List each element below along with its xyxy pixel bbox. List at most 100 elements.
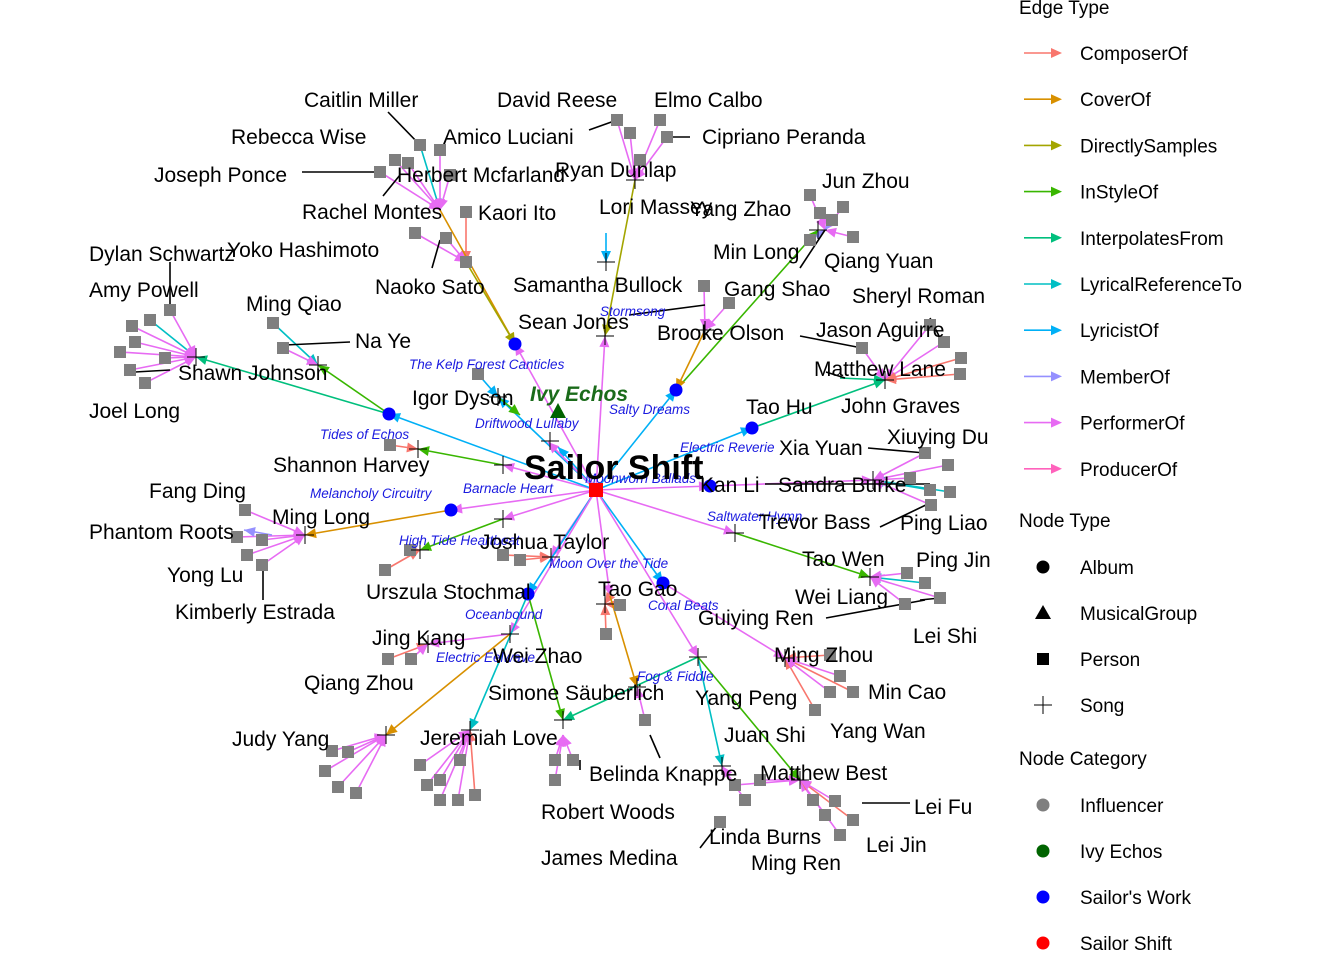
person-node: [826, 214, 838, 226]
person-node: [954, 368, 966, 380]
person-node: [938, 336, 950, 348]
song-node: [696, 321, 714, 339]
person-label-weiliang: Wei Liang: [795, 586, 888, 609]
person-label-samantha: Samantha Bullock: [513, 274, 683, 297]
person-node: [256, 559, 268, 571]
song-node: [809, 221, 827, 239]
graph-labels: Stormsong The Kelp Forest Canticles Salty …: [89, 89, 991, 875]
person-label-pingliao: Ping Liao: [900, 512, 988, 535]
legend-key-category-2: [1036, 890, 1050, 904]
edge: [784, 657, 831, 693]
person-label-rachel: Rachel Montes: [302, 201, 442, 224]
person-node: [469, 789, 481, 801]
person-node: [834, 829, 846, 841]
person-node: [624, 127, 636, 139]
sailor-shift-label: Sailor Shift: [524, 449, 703, 487]
legend-key-performerof: [1024, 417, 1062, 428]
song-label-kelp: The Kelp Forest Canticles: [409, 357, 565, 372]
legend-key-musicalgroup: [1035, 605, 1051, 619]
person-label-cipriano: Cipriano Peranda: [702, 126, 866, 149]
person-label-minlong: Min Long: [713, 241, 799, 264]
person-label-leishi: Lei Shi: [913, 625, 977, 648]
song-node: [494, 456, 512, 474]
legend-key-directlysamples: [1024, 140, 1062, 151]
person-node: [444, 169, 456, 181]
legend: Edge Type ComposerOf CoverOf DirectlySample…: [1019, 0, 1242, 955]
song-node: [489, 388, 507, 406]
person-node: [739, 794, 751, 806]
edge: [662, 582, 786, 659]
person-node: [919, 577, 931, 589]
leader-line: [879, 502, 931, 528]
edge: [734, 532, 871, 579]
person-node: [942, 459, 954, 471]
legend-key-producerof: [1024, 463, 1062, 474]
person-node: [901, 567, 913, 579]
edge: [427, 633, 511, 648]
song-node: [596, 595, 614, 613]
person-node: [924, 319, 936, 331]
legend-label-lyricistof: LyricistOf: [1080, 321, 1159, 342]
legend-label-category-0: Influencer: [1080, 796, 1164, 817]
song-label-ballads: Moonworn Ballads: [585, 471, 696, 486]
person-label-james: James Medina: [541, 847, 678, 870]
person-node: [414, 759, 426, 771]
person-label-phantom: Phantom Roots: [89, 521, 234, 544]
person-node: [698, 280, 710, 292]
song-node: [309, 356, 327, 374]
person-node: [934, 592, 946, 604]
legend-key-coverof: [1024, 94, 1062, 105]
edge: [355, 734, 387, 794]
song-node: [713, 757, 731, 775]
legend-key-category-1: [1036, 844, 1050, 858]
legend-label-album: Album: [1080, 558, 1134, 579]
edge: [469, 593, 529, 731]
legend-label-instyleof: InStyleOf: [1080, 183, 1159, 204]
legend-key-composerof: [1024, 48, 1062, 58]
person-label-trevor: Trevor Bass: [758, 511, 870, 534]
leader-line: [628, 304, 706, 316]
person-label-naye: Na Ye: [355, 330, 411, 353]
person-node: [807, 794, 819, 806]
person-label-juanshi: Juan Shi: [724, 724, 806, 747]
edge: [884, 373, 961, 385]
person-node: [514, 554, 526, 566]
person-label-amy: Amy Powell: [89, 279, 199, 302]
hub-edge: [547, 441, 597, 491]
song-node: [461, 721, 479, 739]
song-label-driftwood: Driftwood Lullaby: [475, 416, 580, 431]
song-node: [791, 771, 809, 789]
person-node: [452, 794, 464, 806]
person-label-simone: Simone Säuberlich: [488, 682, 664, 705]
album-node: [745, 421, 759, 435]
person-node: [904, 472, 916, 484]
person-node: [804, 189, 816, 201]
person-label-qiangzhou: Qiang Zhou: [304, 672, 414, 695]
person-label-brooke: Brooke Olson: [657, 322, 784, 345]
person-node: [814, 207, 826, 219]
person-label-yonglu: Yong Lu: [167, 564, 243, 587]
sailor-shift-node: [589, 483, 603, 497]
legend-label-composerof: ComposerOf: [1080, 44, 1188, 65]
person-node: [611, 114, 623, 126]
song-node: [726, 524, 744, 542]
edge: [497, 396, 521, 416]
person-node: [404, 544, 416, 556]
person-label-joel: Joel Long: [89, 400, 180, 423]
person-node: [654, 114, 666, 126]
person-node: [379, 564, 391, 576]
person-label-weizhao: Wei Zhao: [493, 645, 583, 668]
song-node: [864, 471, 882, 489]
edge: [169, 309, 197, 358]
person-label-yangzhao: Yang Zhao: [690, 198, 791, 221]
person-label-caitlin: Caitlin Miller: [304, 89, 418, 112]
person-node: [319, 765, 331, 777]
person-node: [955, 352, 967, 364]
song-node: [419, 635, 437, 653]
person-node: [824, 686, 836, 698]
person-label-yangwan: Yang Wan: [830, 720, 926, 743]
song-label-coral: Coral Beats: [648, 598, 719, 613]
song-label-melancholy: Melancholy Circuitry: [310, 486, 433, 501]
person-node: [600, 628, 612, 640]
